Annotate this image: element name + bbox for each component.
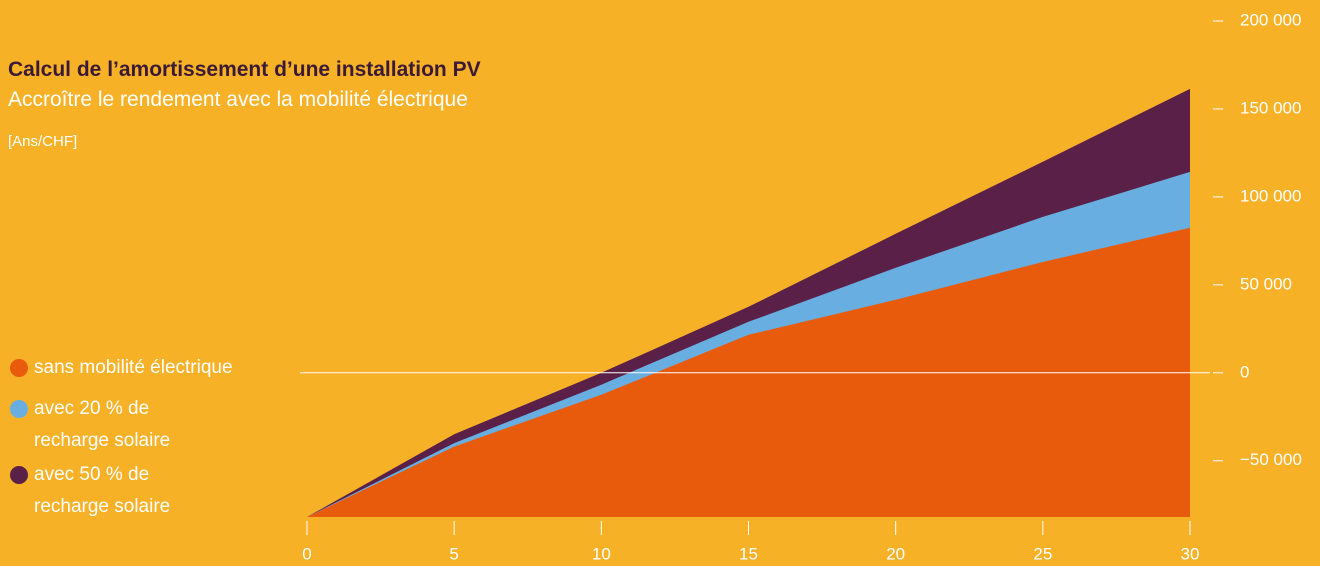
y-tick-label: −50 000 <box>1240 450 1302 469</box>
x-tick-label: 0 <box>302 544 311 563</box>
y-tick-label: 200 000 <box>1240 10 1301 29</box>
legend-item: avec 50 % de recharge solaire <box>10 459 224 523</box>
x-tick-label: 20 <box>886 544 905 563</box>
x-tick-label: 10 <box>592 544 611 563</box>
legend-item: avec 20 % de recharge solaire <box>10 393 224 457</box>
y-tick-label: 0 <box>1240 362 1249 381</box>
y-tick-label: 50 000 <box>1240 274 1292 293</box>
legend-swatch <box>10 466 28 484</box>
y-tick-label: 150 000 <box>1240 98 1301 117</box>
x-tick-label: 25 <box>1033 544 1052 563</box>
x-tick-label: 5 <box>449 544 458 563</box>
legend-label: avec 50 % de recharge solaire <box>34 464 171 517</box>
legend-label: avec 20 % de recharge solaire <box>34 398 171 451</box>
chart-subtitle: Accroître le rendement avec la mobilité … <box>8 88 468 111</box>
x-tick-label: 15 <box>739 544 758 563</box>
legend-item: sans mobilité électrique <box>10 352 233 384</box>
chart-title: Calcul de l’amortissement d’une installa… <box>8 58 481 81</box>
legend-swatch <box>10 400 28 418</box>
x-tick-label: 30 <box>1181 544 1200 563</box>
unit-label: [Ans/CHF] <box>8 133 78 150</box>
legend-swatch <box>10 359 28 377</box>
y-tick-label: 100 000 <box>1240 186 1301 205</box>
legend-label: sans mobilité électrique <box>34 357 233 378</box>
